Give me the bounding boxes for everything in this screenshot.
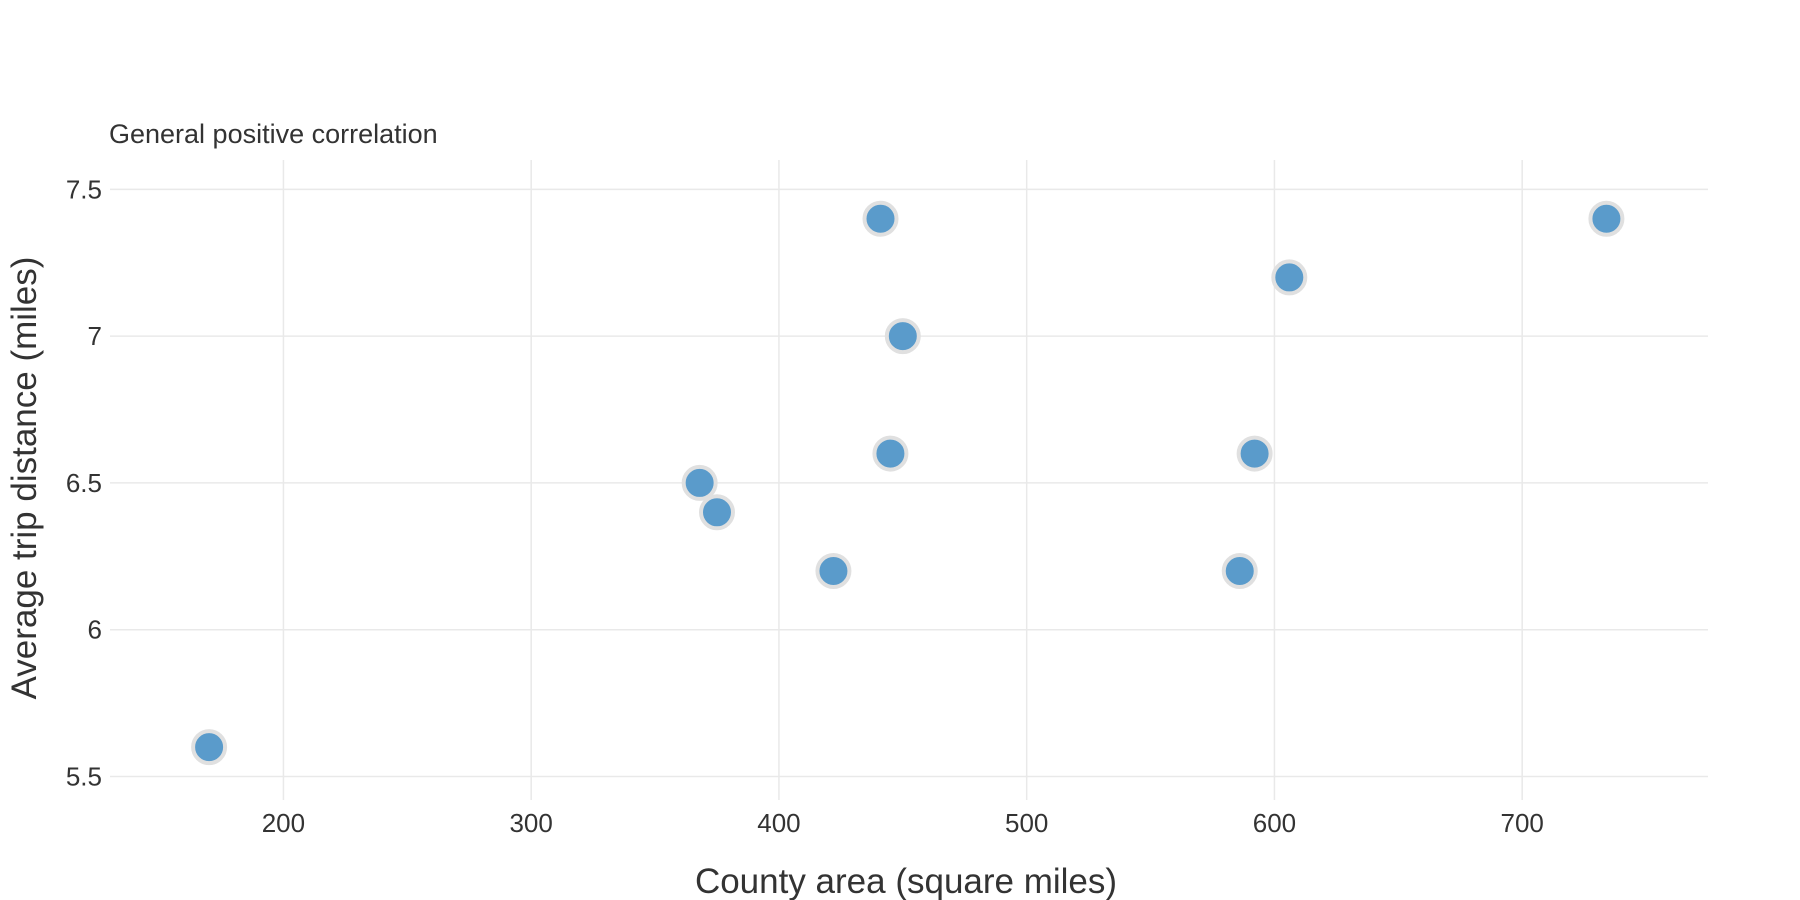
x-tick-label: 200: [262, 808, 305, 838]
y-tick-label: 7.5: [66, 174, 102, 204]
data-point: [862, 200, 899, 237]
y-tick-labels: 5.5 6 6.5 7 7.5: [66, 174, 102, 791]
y-gridlines: [110, 188, 1708, 778]
data-point: [698, 494, 735, 531]
x-tick-label: 500: [1005, 808, 1048, 838]
data-point: [815, 553, 852, 590]
x-tick-labels: 200 300 400 500 600 700: [262, 808, 1544, 838]
chart-annotation: General positive correlation: [109, 119, 438, 149]
data-point: [1588, 200, 1625, 237]
data-point: [884, 318, 921, 355]
data-point: [872, 435, 909, 472]
y-axis-title: Average trip distance (miles): [5, 257, 44, 700]
data-points: [191, 200, 1625, 766]
x-axis-title: County area (square miles): [695, 862, 1117, 900]
data-point: [1271, 259, 1308, 296]
y-tick-label: 6: [88, 615, 102, 645]
y-tick-label: 6.5: [66, 468, 102, 498]
x-tick-label: 700: [1500, 808, 1543, 838]
y-tick-label: 5.5: [66, 762, 102, 792]
data-point: [1236, 435, 1273, 472]
data-point: [681, 464, 718, 501]
x-tick-label: 600: [1253, 808, 1296, 838]
x-tick-label: 300: [509, 808, 552, 838]
y-tick-label: 7: [88, 321, 102, 351]
x-tick-label: 400: [757, 808, 800, 838]
x-gridlines: [282, 160, 1523, 800]
data-point: [1221, 553, 1258, 590]
data-point: [191, 729, 228, 766]
